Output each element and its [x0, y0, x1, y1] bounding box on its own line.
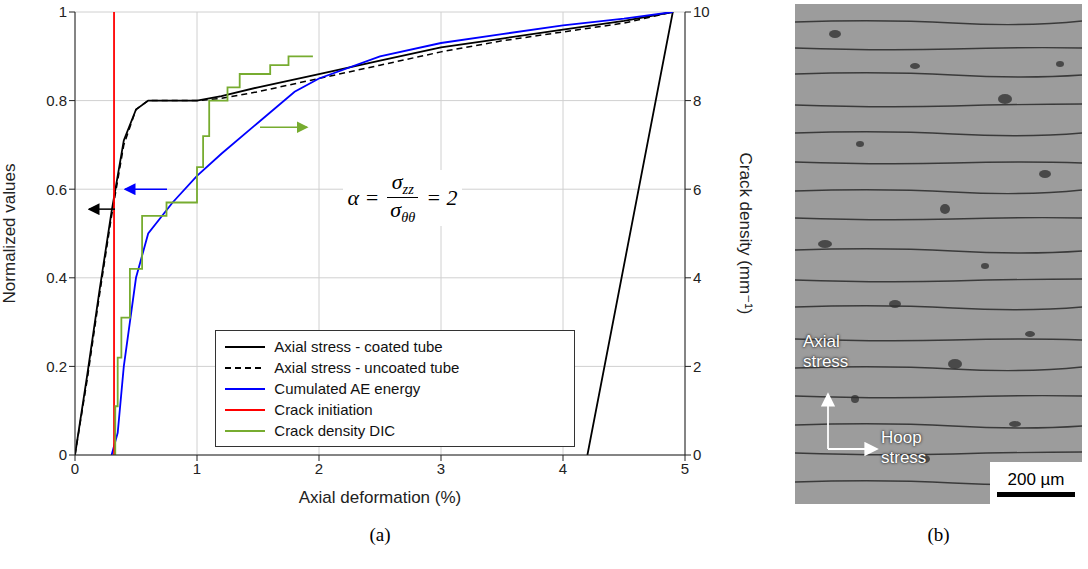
html-text:Axial stress - uncoated tube: Axial stress - uncoated tube: [274, 359, 460, 376]
html-text:Cumulated AE energy: Cumulated AE energy: [274, 380, 421, 397]
html-text:(b): (b): [927, 524, 950, 545]
html-text:α =: α =: [347, 184, 380, 210]
html-text:Crack initiation: Crack initiation: [274, 401, 373, 418]
svg-text:Axial deformation (%): Axial deformation (%): [299, 488, 462, 507]
html-text:(a): (a): [369, 524, 391, 545]
html-text:Hoop stress: Hoop stress: [881, 428, 927, 468]
svg-text:0: 0: [693, 446, 701, 463]
html-text:200 µm: 200 µm: [1007, 469, 1065, 489]
svg-text:Normalized values: Normalized values: [0, 164, 19, 304]
svg-text:8: 8: [693, 92, 701, 109]
svg-text:3: 3: [437, 460, 445, 477]
svg-text:0.8: 0.8: [46, 92, 67, 109]
html-text:σθθ: σθθ: [390, 197, 416, 226]
svg-text:1: 1: [59, 3, 67, 20]
svg-text:0: 0: [59, 446, 67, 463]
svg-text:Crack density (mm⁻¹): Crack density (mm⁻¹): [736, 153, 755, 315]
svg-text:1: 1: [193, 460, 201, 477]
html-text:σzz: σzz: [391, 169, 414, 198]
svg-text:10: 10: [693, 3, 710, 20]
svg-text:0.2: 0.2: [46, 358, 67, 375]
svg-text:0: 0: [71, 460, 79, 477]
svg-text:4: 4: [559, 460, 567, 477]
html-text:= 2: = 2: [426, 184, 458, 210]
html-text:Crack density DIC: Crack density DIC: [274, 422, 396, 439]
html-text:Axial stress - coated tube: Axial stress - coated tube: [274, 338, 443, 355]
svg-text:4: 4: [693, 269, 701, 286]
svg-text:0.4: 0.4: [46, 269, 67, 286]
svg-text:0.6: 0.6: [46, 181, 67, 198]
svg-text:5: 5: [681, 460, 689, 477]
svg-text:6: 6: [693, 181, 701, 198]
svg-text:2: 2: [315, 460, 323, 477]
html-text:Axial stress: Axial stress: [803, 332, 849, 372]
svg-text:2: 2: [693, 358, 701, 375]
